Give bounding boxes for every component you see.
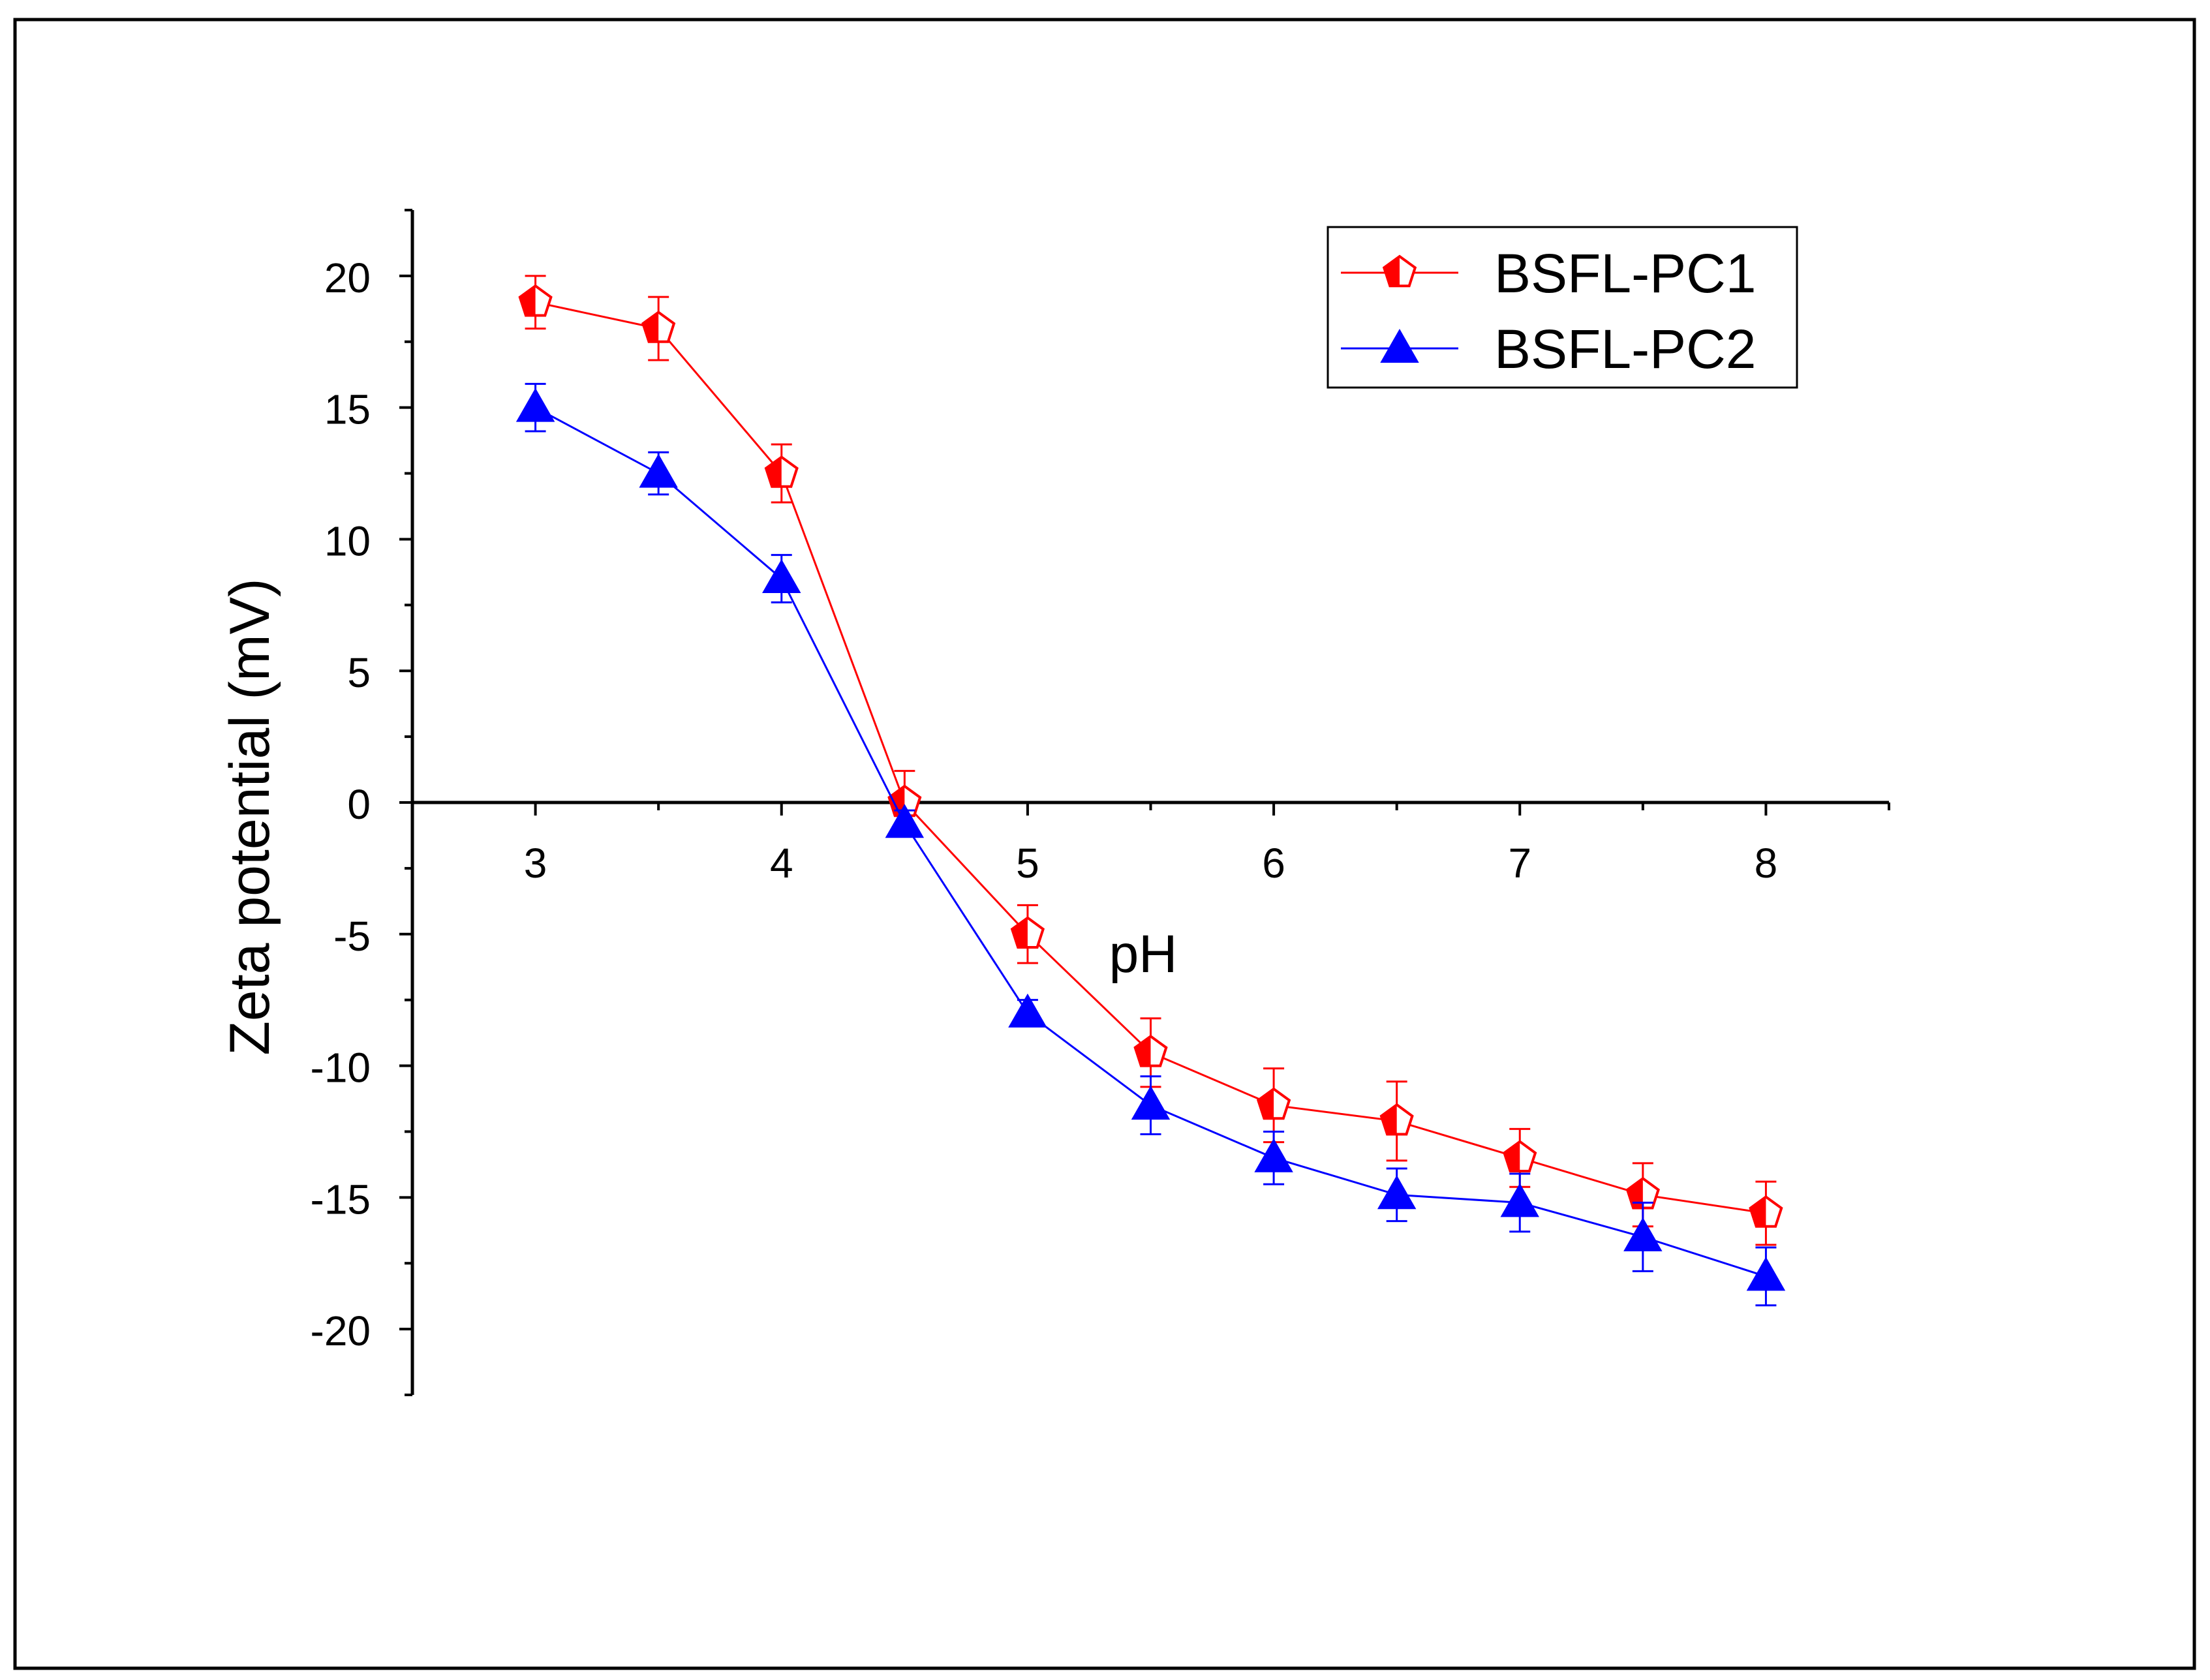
legend-label-bsfl-pc2: BSFL-PC2 — [1494, 318, 1756, 380]
data-point-bsfl-pc2 — [1254, 1138, 1293, 1172]
data-point-bsfl-pc2 — [1008, 993, 1047, 1028]
data-point-bsfl-pc1 — [641, 311, 676, 343]
data-point-bsfl-pc2 — [885, 804, 925, 838]
y-tick-label: 20 — [324, 254, 371, 301]
data-point-bsfl-pc2 — [1500, 1183, 1539, 1217]
x-tick-label: 3 — [524, 840, 547, 887]
legend-marker-bsfl-pc1 — [1382, 254, 1417, 288]
x-tick-label: 5 — [1016, 840, 1039, 887]
x-tick-label: 8 — [1755, 840, 1778, 887]
data-point-bsfl-pc2 — [1623, 1217, 1663, 1251]
data-point-bsfl-pc1 — [1133, 1034, 1168, 1067]
x-tick-label: 4 — [770, 840, 793, 887]
legend: BSFL-PC1 BSFL-PC2 — [1327, 226, 1798, 389]
data-point-bsfl-pc1 — [1749, 1195, 1783, 1228]
y-tick-label: -20 — [311, 1307, 371, 1354]
data-point-bsfl-pc1 — [1256, 1087, 1291, 1120]
data-point-bsfl-pc2 — [1131, 1086, 1171, 1120]
data-point-bsfl-pc2 — [1746, 1257, 1786, 1291]
plot-area — [515, 275, 1786, 1307]
data-point-bsfl-pc2 — [515, 388, 555, 422]
data-point-bsfl-pc1 — [1503, 1140, 1537, 1172]
y-tick-label: -10 — [311, 1045, 371, 1092]
y-tick-label: 5 — [347, 649, 371, 696]
x-tick-label: 7 — [1508, 840, 1531, 887]
data-point-bsfl-pc2 — [1377, 1175, 1417, 1210]
data-point-bsfl-pc1 — [518, 284, 553, 317]
data-point-bsfl-pc1 — [1379, 1103, 1414, 1136]
y-axis-title: Zeta potential (mV) — [219, 578, 281, 1055]
y-tick-label: -5 — [333, 913, 371, 960]
data-point-bsfl-pc2 — [639, 453, 678, 488]
y-tick-label: -15 — [311, 1176, 371, 1223]
legend-marker-bsfl-pc2 — [1380, 328, 1419, 363]
y-tick-label: 10 — [324, 517, 371, 564]
legend-label-bsfl-pc1: BSFL-PC1 — [1494, 243, 1756, 304]
data-point-bsfl-pc1 — [1625, 1176, 1660, 1210]
y-tick-label: 0 — [347, 781, 371, 828]
x-axis-title: pH — [1109, 924, 1178, 984]
data-point-bsfl-pc1 — [1010, 916, 1045, 949]
x-tick-label: 6 — [1262, 840, 1285, 887]
y-tick-label: 15 — [324, 386, 371, 433]
data-point-bsfl-pc1 — [764, 455, 799, 488]
axes: 20 15 10 5 0 -5 -10 -15 -20 3 4 5 6 7 8 — [311, 209, 1890, 1396]
data-point-bsfl-pc2 — [762, 558, 801, 593]
figure-frame — [13, 18, 2196, 1670]
